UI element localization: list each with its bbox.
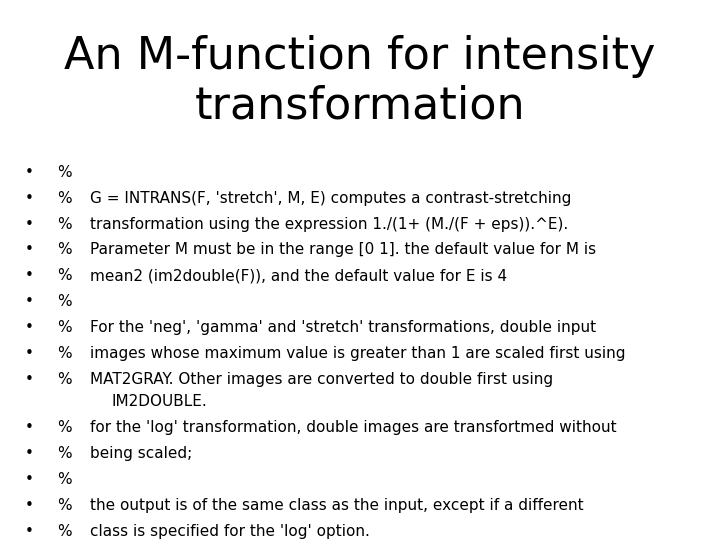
Text: %: % — [58, 165, 72, 180]
Text: %: % — [58, 268, 72, 284]
Text: transformation using the expression 1./(1+ (M./(F + eps)).^E).: transformation using the expression 1./(… — [90, 217, 568, 232]
Text: •: • — [25, 524, 34, 539]
Text: IM2DOUBLE.: IM2DOUBLE. — [112, 394, 207, 409]
Text: •: • — [25, 242, 34, 258]
Text: %: % — [58, 294, 72, 309]
Text: %: % — [58, 420, 72, 435]
Text: %: % — [58, 372, 72, 387]
Text: %: % — [58, 498, 72, 513]
Text: mean2 (im2double(F)), and the default value for E is 4: mean2 (im2double(F)), and the default va… — [90, 268, 507, 284]
Text: being scaled;: being scaled; — [90, 446, 192, 461]
Text: •: • — [25, 498, 34, 513]
Text: %: % — [58, 320, 72, 335]
Text: •: • — [25, 372, 34, 387]
Text: for the 'log' transformation, double images are transfortmed without: for the 'log' transformation, double ima… — [90, 420, 616, 435]
Text: %: % — [58, 346, 72, 361]
Text: MAT2GRAY. Other images are converted to double first using: MAT2GRAY. Other images are converted to … — [90, 372, 553, 387]
Text: •: • — [25, 217, 34, 232]
Text: Parameter M must be in the range [0 1]. the default value for M is: Parameter M must be in the range [0 1]. … — [90, 242, 596, 258]
Text: •: • — [25, 294, 34, 309]
Text: %: % — [58, 191, 72, 206]
Text: G = INTRANS(F, 'stretch', M, E) computes a contrast-stretching: G = INTRANS(F, 'stretch', M, E) computes… — [90, 191, 572, 206]
Text: %: % — [58, 524, 72, 539]
Text: %: % — [58, 217, 72, 232]
Text: •: • — [25, 446, 34, 461]
Text: For the 'neg', 'gamma' and 'stretch' transformations, double input: For the 'neg', 'gamma' and 'stretch' tra… — [90, 320, 596, 335]
Text: •: • — [25, 320, 34, 335]
Text: •: • — [25, 191, 34, 206]
Text: •: • — [25, 420, 34, 435]
Text: •: • — [25, 165, 34, 180]
Text: %: % — [58, 446, 72, 461]
Text: class is specified for the 'log' option.: class is specified for the 'log' option. — [90, 524, 370, 539]
Text: the output is of the same class as the input, except if a different: the output is of the same class as the i… — [90, 498, 584, 513]
Text: •: • — [25, 268, 34, 284]
Text: •: • — [25, 346, 34, 361]
Text: images whose maximum value is greater than 1 are scaled first using: images whose maximum value is greater th… — [90, 346, 626, 361]
Text: %: % — [58, 242, 72, 258]
Text: •: • — [25, 472, 34, 487]
Text: An M-function for intensity
transformation: An M-function for intensity transformati… — [64, 35, 656, 128]
Text: %: % — [58, 472, 72, 487]
